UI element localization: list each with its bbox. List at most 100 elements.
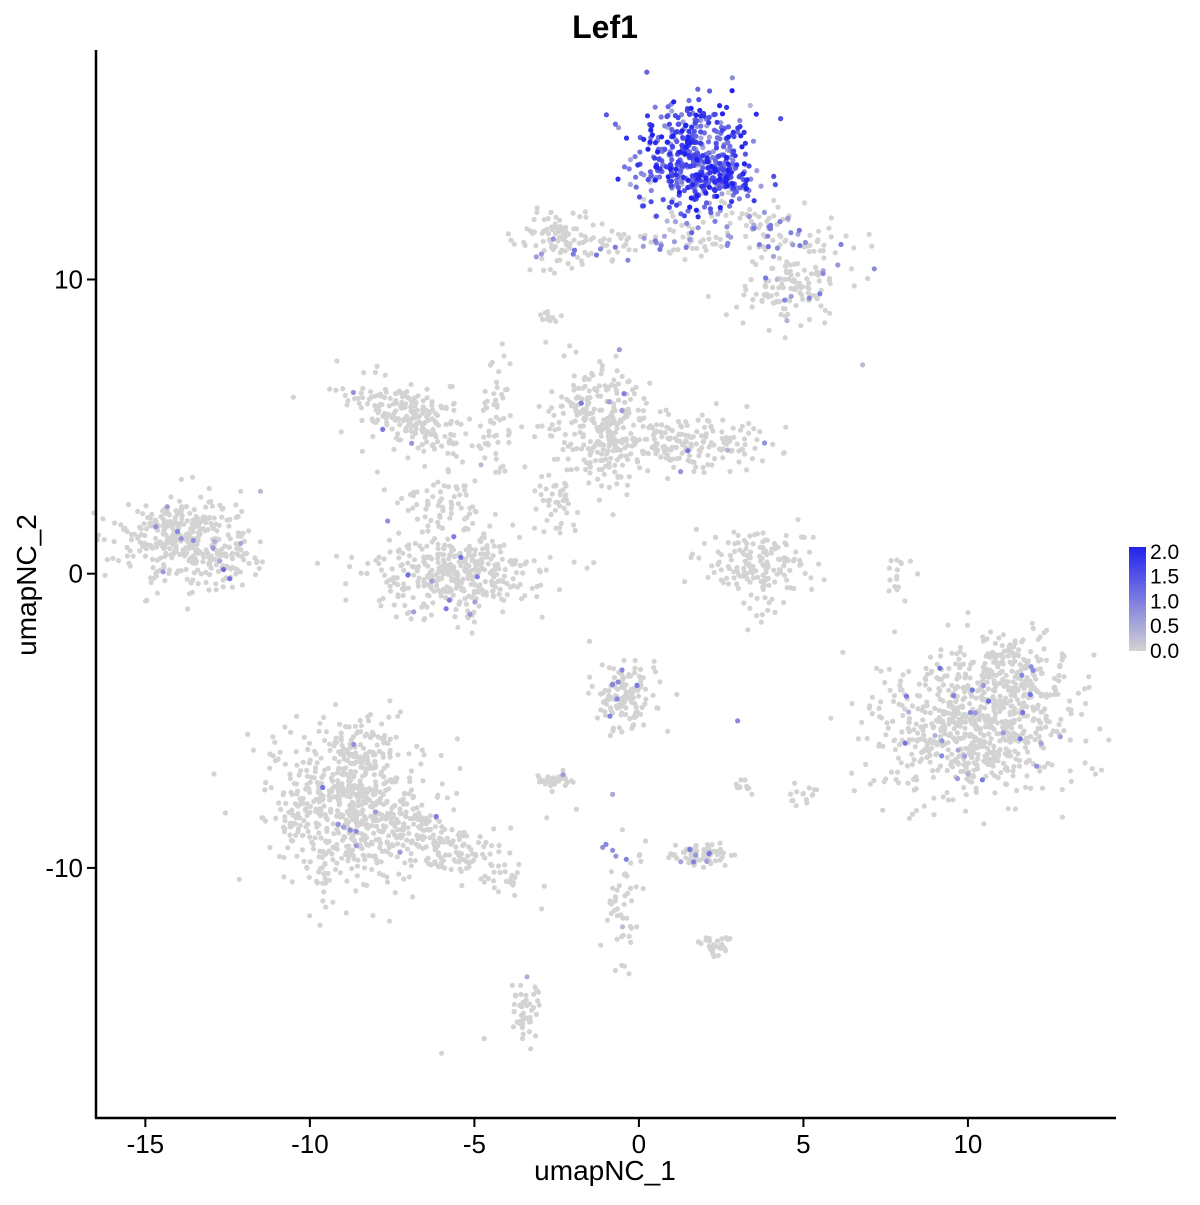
cell-point (426, 593, 432, 599)
cell-point (450, 547, 457, 553)
cell-point (627, 716, 633, 722)
cell-point (411, 821, 417, 827)
cell-point (778, 311, 784, 318)
cell-point (560, 772, 566, 778)
cell-point (608, 869, 615, 875)
cell-point (495, 578, 501, 585)
cell-point (748, 277, 754, 283)
cell-point (178, 536, 184, 542)
cell-point (828, 215, 834, 221)
cell-point (516, 534, 523, 540)
cell-point (168, 494, 174, 500)
cell-point (336, 797, 342, 804)
cell-point (786, 276, 792, 282)
cell-point (400, 592, 406, 599)
cell-point (605, 448, 611, 454)
cell-point (522, 464, 528, 470)
cell-point (732, 189, 738, 195)
cell-point (400, 796, 406, 803)
cell-point (929, 745, 935, 751)
cell-point (774, 276, 780, 283)
cell-point (641, 196, 647, 202)
cell-point (781, 563, 787, 569)
cell-point (532, 488, 538, 494)
cell-point (412, 414, 418, 420)
cell-point (445, 536, 451, 542)
cell-point (991, 680, 997, 687)
cell-point (828, 234, 834, 240)
cell-point (649, 122, 655, 129)
cell-point (333, 735, 339, 741)
cell-point (534, 987, 540, 993)
cell-point (177, 498, 183, 504)
cell-point (979, 697, 986, 703)
cell-point (1037, 768, 1043, 774)
cell-point (160, 523, 167, 530)
cell-point (632, 154, 638, 160)
cell-point (213, 562, 219, 568)
cell-point (455, 624, 461, 630)
cell-point (226, 544, 232, 550)
cell-point (988, 736, 994, 742)
cell-point (614, 368, 620, 374)
cell-point (262, 787, 268, 793)
cell-point (167, 519, 173, 525)
cell-point (334, 808, 341, 814)
cell-point (756, 242, 763, 248)
cell-point (802, 239, 809, 246)
cell-point (892, 629, 898, 635)
cell-point (791, 585, 797, 592)
cell-point (389, 576, 395, 583)
cell-point (752, 211, 758, 217)
x-axis-title: umapNC_1 (534, 1155, 676, 1186)
cell-point (627, 885, 634, 892)
cell-point (929, 721, 935, 727)
cell-point (138, 526, 144, 532)
cell-point (376, 598, 382, 604)
cell-point (713, 140, 719, 146)
cell-point (762, 440, 768, 446)
cell-point (694, 245, 700, 251)
cell-point (700, 864, 707, 871)
cell-point (463, 601, 470, 607)
cell-point (355, 395, 361, 401)
cell-point (706, 236, 712, 242)
cell-point (1011, 764, 1017, 770)
cell-point (673, 166, 679, 172)
cell-point (724, 575, 730, 581)
cell-point (358, 723, 364, 729)
cell-point (805, 290, 811, 296)
cell-point (692, 120, 698, 126)
cell-point (292, 801, 298, 807)
cell-point (398, 826, 404, 832)
cell-point (761, 209, 768, 215)
cell-point (111, 539, 117, 545)
cell-point (405, 572, 411, 578)
x-axis-ticks: -15 -10 -5 0 5 10 (127, 1118, 982, 1159)
cell-point (233, 541, 239, 547)
cell-point (539, 423, 545, 429)
cell-point (531, 216, 537, 223)
cell-point (530, 1005, 537, 1011)
cell-point (213, 581, 219, 587)
cell-point (946, 716, 952, 723)
cell-point (754, 595, 760, 601)
cell-point (1011, 653, 1017, 660)
cell-point (401, 876, 407, 882)
cell-point (1038, 720, 1044, 726)
cell-point (700, 219, 706, 225)
cell-point (922, 682, 929, 688)
cell-point (581, 457, 587, 463)
cell-point (640, 243, 646, 249)
cell-point (435, 864, 442, 870)
cell-point (970, 773, 976, 779)
cell-point (570, 779, 576, 785)
cell-point (394, 841, 401, 847)
cell-point (594, 715, 601, 721)
cell-point (1003, 746, 1009, 752)
cell-point (996, 731, 1002, 737)
cell-point (481, 1036, 487, 1042)
cell-point (1016, 763, 1023, 769)
cell-point (522, 561, 528, 567)
